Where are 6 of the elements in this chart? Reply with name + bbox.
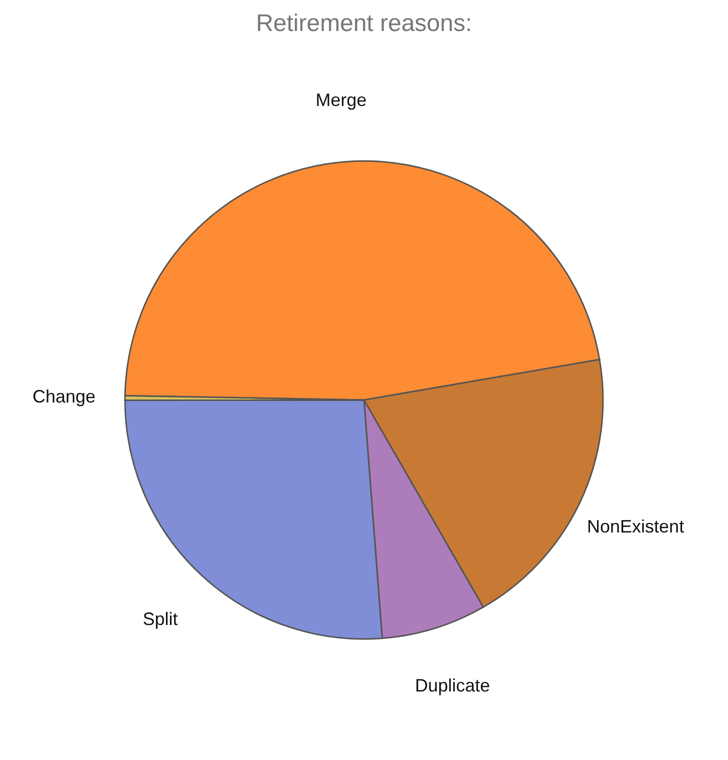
slice-label: Duplicate — [414, 676, 490, 696]
slice-label: Merge — [316, 90, 367, 110]
slice-label: Change — [32, 386, 96, 406]
slice-label: Split — [142, 609, 178, 630]
chart-title: Retirement reasons: — [256, 10, 472, 37]
slice-label: NonExistent — [587, 516, 684, 537]
